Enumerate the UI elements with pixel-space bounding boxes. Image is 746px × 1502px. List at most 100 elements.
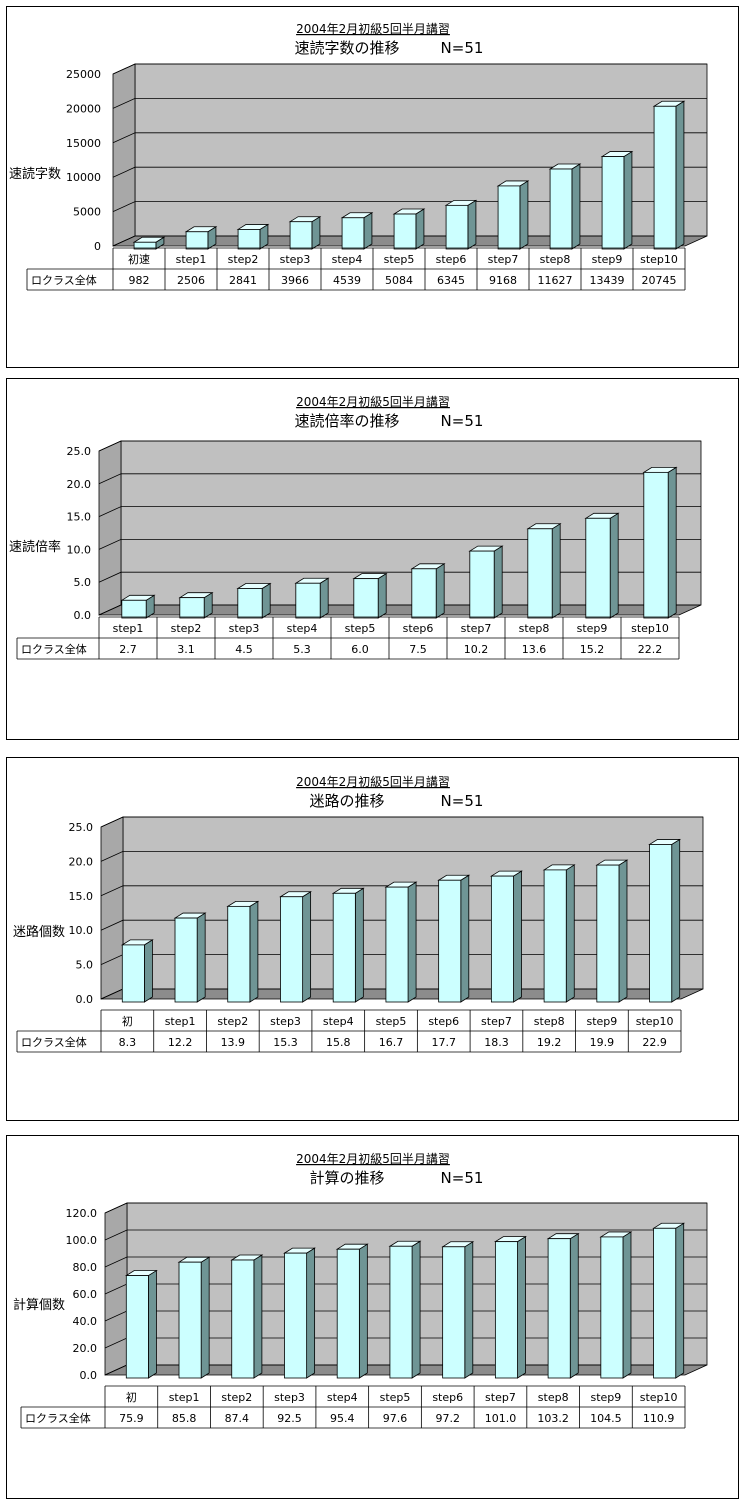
data-value-label: 2506	[177, 274, 205, 287]
data-value-label: 15.8	[326, 1036, 351, 1049]
bar	[230, 1254, 264, 1379]
y-tick-label: 15000	[66, 137, 101, 150]
bar-front	[494, 1241, 518, 1379]
bar-side	[493, 545, 503, 619]
chart-subtitle: 計算の推移	[309, 1169, 384, 1187]
gridline	[98, 473, 701, 485]
data-value-label: 5084	[385, 274, 413, 287]
bar	[236, 582, 272, 619]
y-tick-label: 0.0	[74, 609, 92, 622]
bar-front	[231, 1259, 255, 1379]
bar-side	[467, 199, 477, 250]
y-tick-label: 5000	[73, 206, 101, 219]
bar	[546, 1232, 580, 1379]
data-value-label: 18.3	[484, 1036, 509, 1049]
bar-side	[623, 150, 633, 250]
data-value-label: 19.2	[537, 1036, 562, 1049]
bar	[178, 591, 214, 619]
bar-front	[341, 217, 365, 250]
bar-front	[653, 1227, 677, 1379]
bar-front	[497, 185, 521, 250]
data-value-label: 12.2	[168, 1036, 193, 1049]
data-value-label: 10.2	[464, 643, 489, 656]
data-table: 初速 step1 step2 step3 step4 step5 step6 step7 ste…	[26, 247, 686, 291]
gridline	[104, 1229, 707, 1241]
data-value-label: 92.5	[277, 1412, 302, 1425]
x-category-label: step2	[171, 622, 202, 635]
x-category-label: step6	[403, 622, 434, 635]
bar-front	[411, 568, 437, 619]
bar-front	[336, 1248, 360, 1379]
bar-side	[415, 208, 425, 250]
x-category-label: step3	[274, 1391, 305, 1404]
y-axis-label: 速読倍率	[9, 539, 61, 555]
series-name: ロクラス全体	[21, 642, 87, 656]
x-category-label: step5	[345, 622, 376, 635]
data-value-label: 3966	[281, 274, 309, 287]
bar-front	[653, 105, 677, 250]
bar-side	[675, 1222, 685, 1379]
y-tick-label: 40.0	[73, 1315, 98, 1328]
bar	[124, 1269, 158, 1379]
bar	[283, 1247, 317, 1379]
data-value-label: 4539	[333, 274, 361, 287]
bar-front	[649, 844, 673, 1003]
bar-side	[249, 900, 259, 1003]
gridline	[112, 98, 707, 109]
bar-side	[435, 563, 445, 619]
bar	[496, 180, 530, 250]
bar-side	[609, 512, 619, 619]
chart-title: 2004年2月初級5回半月講習	[296, 774, 450, 789]
data-value-label: 104.5	[590, 1412, 622, 1425]
bar-side	[311, 215, 321, 250]
bar-side	[675, 100, 685, 250]
bar	[288, 215, 322, 250]
data-value-label: 75.9	[119, 1412, 144, 1425]
data-value-label: 8.3	[119, 1036, 137, 1049]
bar-front	[353, 578, 379, 619]
y-tick-label: 0.0	[80, 1369, 98, 1382]
x-category-label: step5	[376, 1015, 407, 1028]
bar-side	[354, 887, 364, 1003]
bar-front	[227, 905, 251, 1003]
x-category-label: 初	[126, 1390, 137, 1404]
x-category-label: step2	[221, 1391, 252, 1404]
x-category-label: step4	[287, 622, 318, 635]
bar-side	[302, 891, 312, 1003]
bar	[120, 594, 156, 619]
bar	[542, 864, 576, 1003]
data-value-label: 13.6	[522, 643, 547, 656]
bar-front	[438, 879, 462, 1003]
bar-front	[295, 582, 321, 619]
bar	[599, 1231, 633, 1379]
bar	[173, 912, 207, 1003]
bar-side	[148, 1269, 157, 1379]
bar	[340, 212, 374, 250]
data-value-label: 6345	[437, 274, 465, 287]
chart-subtitle: 速読倍率の推移	[294, 412, 399, 430]
y-tick-label: 5.0	[76, 959, 94, 972]
y-tick-label: 80.0	[73, 1261, 98, 1274]
x-category-label: step9	[591, 1391, 622, 1404]
x-category-label: step3	[270, 1015, 301, 1028]
bar-side	[569, 1232, 579, 1379]
data-value-label: 97.2	[435, 1412, 460, 1425]
y-tick-label: 100.0	[66, 1234, 98, 1247]
bar-side	[407, 881, 417, 1003]
gridline	[112, 63, 707, 75]
x-category-label: step8	[538, 1391, 569, 1404]
x-category-label: step5	[384, 253, 415, 266]
y-tick-label: 25.0	[67, 445, 92, 458]
chart-subtitle: 速読字数の推移	[294, 39, 399, 57]
bar-front	[389, 1245, 413, 1379]
data-value-label: 7.5	[409, 643, 427, 656]
x-category-label: step10	[640, 253, 678, 266]
data-value-label: 6.0	[351, 643, 369, 656]
data-value-label: 17.7	[431, 1036, 456, 1049]
x-category-label: step7	[461, 622, 492, 635]
y-tick-label: 10.0	[67, 543, 92, 556]
bar-front	[179, 597, 205, 619]
y-tick-label: 20.0	[67, 478, 92, 491]
bar	[437, 874, 471, 1003]
